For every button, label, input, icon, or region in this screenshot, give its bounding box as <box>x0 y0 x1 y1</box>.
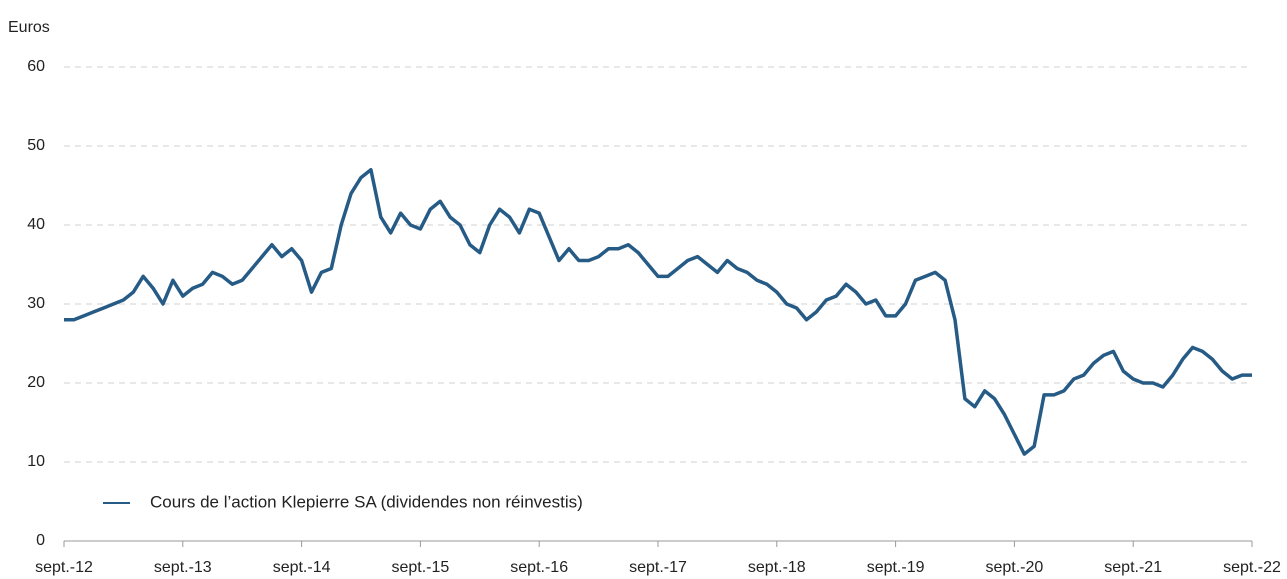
x-tick-label: sept.-13 <box>154 559 212 576</box>
legend-label: Cours de l’action Klepierre SA (dividend… <box>150 492 583 511</box>
line-series <box>64 167 1252 456</box>
y-tick-label: 60 <box>27 58 45 75</box>
x-tick-label: sept.-12 <box>35 559 93 576</box>
y-axis-label: Euros <box>8 19 50 36</box>
y-tick-label: 30 <box>27 295 45 312</box>
y-tick-label: 10 <box>27 453 45 470</box>
x-tick-label: sept.-19 <box>867 559 925 576</box>
x-tick-label: sept.-15 <box>391 559 449 576</box>
y-tick-label: 20 <box>27 374 45 391</box>
x-tick-label: sept.-17 <box>629 559 687 576</box>
x-tick-label: sept.-21 <box>1104 559 1162 576</box>
x-tick-label: sept.-20 <box>985 559 1043 576</box>
y-tick-label: 50 <box>27 137 45 154</box>
x-tick-label: sept.-18 <box>748 559 806 576</box>
y-tick-label: 40 <box>27 216 45 233</box>
x-tick-label: sept.-22 <box>1223 559 1281 576</box>
x-tick-label: sept.-14 <box>273 559 331 576</box>
x-tick-label: sept.-16 <box>510 559 568 576</box>
y-tick-label: 0 <box>36 532 45 549</box>
